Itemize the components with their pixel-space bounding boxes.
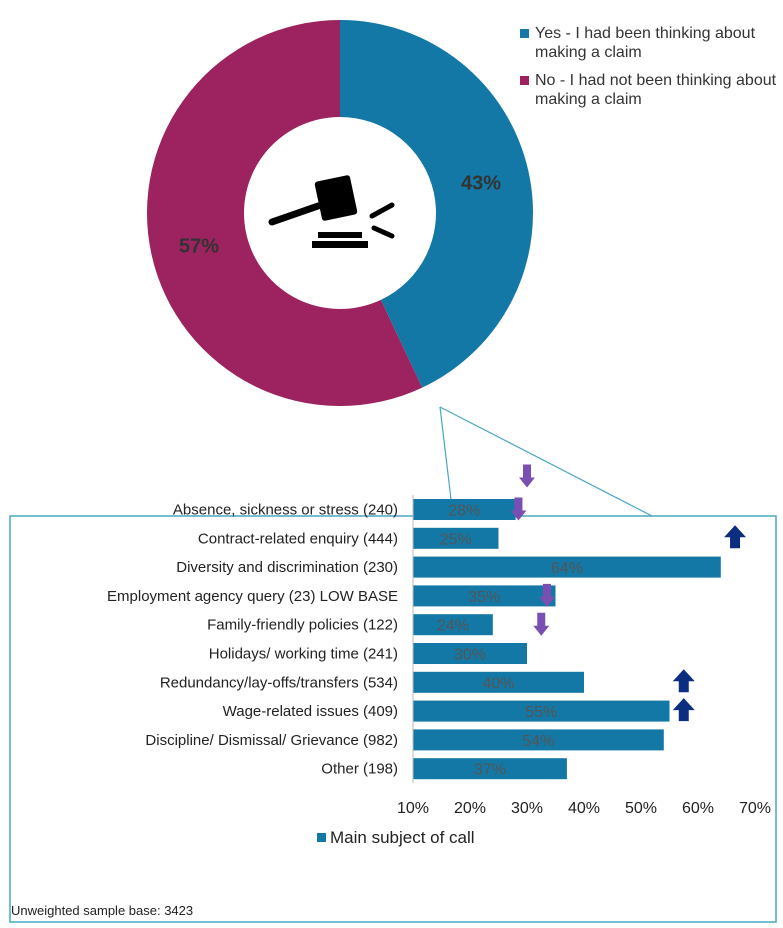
- bar-value-label: 37%: [474, 762, 506, 779]
- donut-slice-label-no: 57%: [179, 236, 219, 258]
- donut-chart: 43% 57%: [146, 20, 533, 407]
- bar-category-label: Family-friendly policies (122): [207, 617, 398, 634]
- donut-slice-yes: [340, 20, 533, 388]
- bar-value-label: 28%: [448, 503, 480, 520]
- legend-label-no: No - I had not been thinking about makin…: [535, 72, 777, 108]
- bar-value-label: 30%: [454, 647, 486, 664]
- down-arrow-icon: [538, 583, 555, 607]
- legend-swatch-yes: [520, 29, 529, 38]
- bar: [413, 671, 584, 693]
- donut-slice-no: [146, 20, 423, 407]
- donut-slice-label-yes: 43%: [461, 172, 501, 194]
- bar-legend: Main subject of call: [317, 828, 475, 847]
- bar-category-label: Diversity and discrimination (230): [176, 559, 398, 576]
- bar-category-label: Wage-related issues (409): [223, 703, 398, 720]
- bar-value-label: 35%: [468, 589, 500, 606]
- bar: [413, 556, 721, 578]
- bar: [413, 614, 493, 636]
- x-tick-label: 10%: [397, 800, 429, 817]
- x-tick-label: 30%: [511, 800, 543, 817]
- bar-category-label: Other (198): [321, 761, 398, 778]
- bar-value-label: 54%: [522, 733, 554, 750]
- x-tick-label: 70%: [739, 800, 771, 817]
- bar-value-label: 55%: [525, 704, 557, 721]
- x-tick-label: 20%: [454, 800, 486, 817]
- x-tick-label: 60%: [682, 800, 714, 817]
- bar-value-label: 24%: [437, 618, 469, 635]
- bar-chart: Absence, sickness or stress (240) 28% Cont…: [107, 495, 771, 817]
- bar-category-label: Absence, sickness or stress (240): [173, 502, 398, 519]
- bar-category-label: Redundancy/lay-offs/transfers (534): [160, 674, 398, 691]
- legend-item-no: No - I had not been thinking about makin…: [520, 71, 780, 109]
- bar-legend-swatch: [317, 833, 326, 842]
- gavel-icon: [268, 175, 395, 248]
- bar-chart-frame: [9, 515, 777, 923]
- bar: [413, 729, 664, 751]
- bar: [413, 527, 499, 549]
- donut-legend: Yes - I had been thinking about making a…: [520, 24, 780, 118]
- down-arrow-icon: [510, 497, 527, 521]
- legend-swatch-no: [520, 76, 529, 85]
- bar-value-label: 64%: [551, 560, 583, 577]
- legend-label-yes: Yes - I had been thinking about making a…: [535, 25, 756, 61]
- significance-arrows: [510, 464, 747, 722]
- up-arrow-icon: [672, 698, 695, 722]
- bar: [413, 499, 516, 520]
- bar-value-label: 25%: [440, 531, 472, 548]
- up-arrow-icon: [672, 669, 695, 693]
- bar-category-label: Contract-related enquiry (444): [198, 530, 398, 547]
- bar: [413, 758, 567, 780]
- down-arrow-icon: [519, 464, 535, 488]
- bar: [413, 585, 556, 607]
- bar: [413, 700, 670, 722]
- bar-value-label: 40%: [482, 675, 514, 692]
- x-tick-label: 40%: [568, 800, 600, 817]
- callout-connector: [439, 406, 653, 517]
- bar-category-label: Holidays/ working time (241): [209, 646, 398, 663]
- x-tick-label: 50%: [625, 800, 657, 817]
- bar-legend-label: Main subject of call: [330, 828, 475, 847]
- bar-category-label: Employment agency query (23) LOW BASE: [107, 588, 398, 605]
- down-arrow-icon: [533, 612, 550, 636]
- bar: [413, 643, 527, 664]
- bar-category-label: Discipline/ Dismissal/ Grievance (982): [145, 732, 398, 749]
- legend-item-yes: Yes - I had been thinking about making a…: [520, 24, 780, 62]
- up-arrow-icon: [724, 525, 747, 549]
- sample-base-footnote: Unweighted sample base: 3423: [11, 903, 194, 918]
